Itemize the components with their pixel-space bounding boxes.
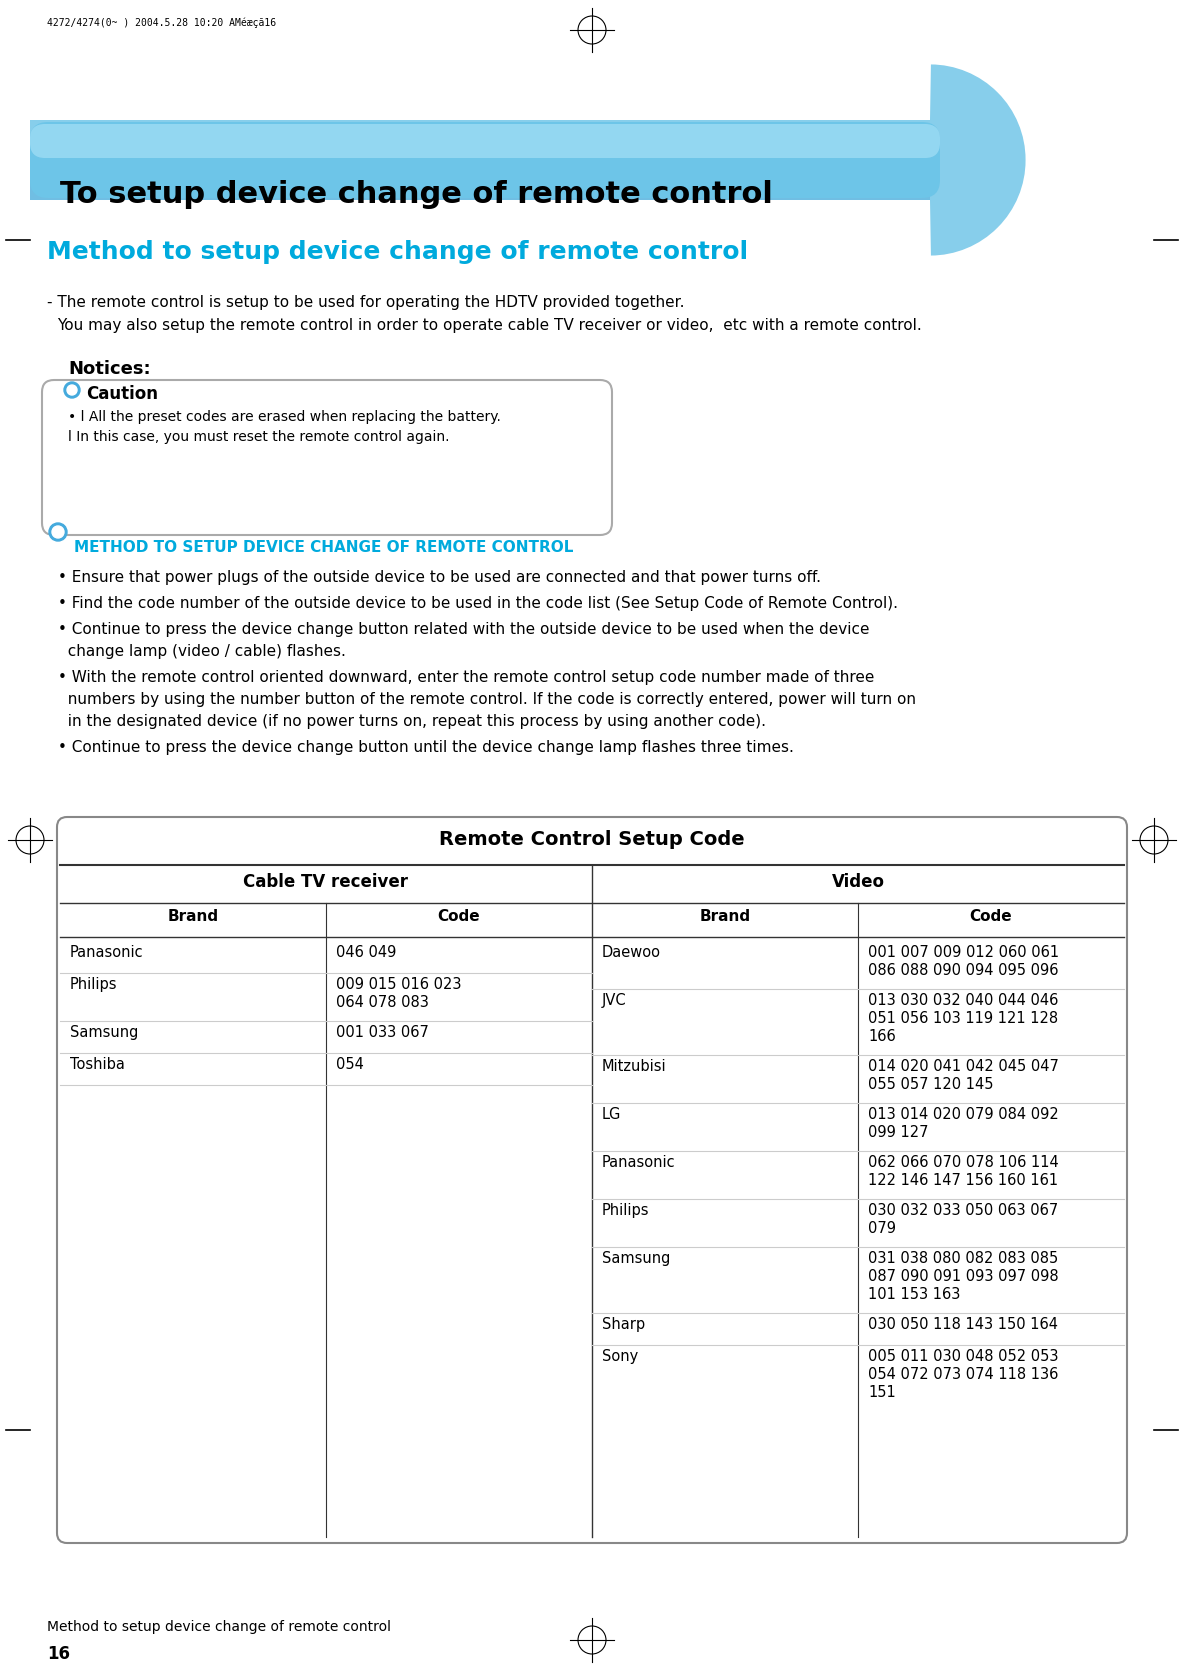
Text: 122 146 147 156 160 161: 122 146 147 156 160 161 [868, 1172, 1058, 1187]
Text: Panasonic: Panasonic [70, 945, 143, 960]
Bar [30, 160, 929, 200]
Text: Philips: Philips [601, 1202, 650, 1217]
Text: Brand: Brand [167, 908, 219, 924]
Text: 099 127: 099 127 [868, 1126, 928, 1141]
Text: Notices:: Notices: [67, 361, 150, 377]
Text: 001 033 067: 001 033 067 [336, 1025, 429, 1040]
Text: Samsung: Samsung [70, 1025, 139, 1040]
Text: 013 030 032 040 044 046: 013 030 032 040 044 046 [868, 994, 1058, 1009]
Text: • With the remote control oriented downward, enter the remote control setup code: • With the remote control oriented downw… [58, 670, 874, 685]
Text: 166: 166 [868, 1029, 896, 1044]
Text: in the designated device (if no power turns on, repeat this process by using ano: in the designated device (if no power tu… [58, 715, 766, 730]
Text: Samsung: Samsung [601, 1251, 670, 1266]
Text: 079: 079 [868, 1221, 896, 1236]
Text: l In this case, you must reset the remote control again.: l In this case, you must reset the remot… [67, 429, 450, 444]
Text: 005 011 030 048 052 053: 005 011 030 048 052 053 [868, 1349, 1058, 1364]
Text: Method to setup device change of remote control: Method to setup device change of remote … [47, 1620, 391, 1633]
Text: Daewoo: Daewoo [601, 945, 661, 960]
Text: 16: 16 [47, 1645, 70, 1663]
Text: Sony: Sony [601, 1349, 638, 1364]
Text: Panasonic: Panasonic [601, 1156, 676, 1171]
Text: Caution: Caution [86, 386, 157, 402]
Text: 030 050 118 143 150 164: 030 050 118 143 150 164 [868, 1318, 1058, 1333]
Text: 054 072 073 074 118 136: 054 072 073 074 118 136 [868, 1368, 1058, 1383]
Text: JVC: JVC [601, 994, 626, 1009]
Text: 051 056 103 119 121 128: 051 056 103 119 121 128 [868, 1010, 1058, 1025]
Text: 4272/4274(0~ ) 2004.5.28 10:20 AMéæçã16: 4272/4274(0~ ) 2004.5.28 10:20 AMéæçã16 [47, 18, 276, 28]
Text: change lamp (video / cable) flashes.: change lamp (video / cable) flashes. [58, 645, 346, 660]
Text: 001 007 009 012 060 061: 001 007 009 012 060 061 [868, 945, 1060, 960]
Circle shape [67, 386, 77, 396]
FancyBboxPatch shape [57, 817, 1127, 1543]
Text: - The remote control is setup to be used for operating the HDTV provided togethe: - The remote control is setup to be used… [47, 296, 684, 311]
Text: 009 015 016 023: 009 015 016 023 [336, 977, 462, 992]
Text: • Find the code number of the outside device to be used in the code list (See Se: • Find the code number of the outside de… [58, 596, 897, 611]
Text: 101 153 163: 101 153 163 [868, 1288, 960, 1303]
Text: LG: LG [601, 1107, 622, 1122]
Text: Method to setup device change of remote control: Method to setup device change of remote … [47, 240, 748, 264]
Text: Video: Video [831, 873, 884, 892]
Text: You may also setup the remote control in order to operate cable TV receiver or v: You may also setup the remote control in… [57, 317, 922, 332]
Text: 054: 054 [336, 1057, 363, 1072]
Text: Mitzubisi: Mitzubisi [601, 1059, 667, 1074]
Text: Code: Code [970, 908, 1012, 924]
Text: 055 057 120 145: 055 057 120 145 [868, 1077, 993, 1092]
Circle shape [52, 526, 64, 538]
Text: 030 032 033 050 063 067: 030 032 033 050 063 067 [868, 1202, 1058, 1217]
Text: Remote Control Setup Code: Remote Control Setup Code [439, 830, 745, 848]
Text: Brand: Brand [700, 908, 751, 924]
Text: 013 014 020 079 084 092: 013 014 020 079 084 092 [868, 1107, 1058, 1122]
FancyBboxPatch shape [30, 122, 940, 199]
FancyBboxPatch shape [30, 124, 940, 159]
Text: 064 078 083: 064 078 083 [336, 995, 429, 1010]
Text: Toshiba: Toshiba [70, 1057, 124, 1072]
Text: 151: 151 [868, 1384, 896, 1399]
FancyBboxPatch shape [41, 381, 612, 534]
Text: Sharp: Sharp [601, 1318, 645, 1333]
Text: 087 090 091 093 097 098: 087 090 091 093 097 098 [868, 1269, 1058, 1284]
Text: 086 088 090 094 095 096: 086 088 090 094 095 096 [868, 964, 1058, 979]
Text: To setup device change of remote control: To setup device change of remote control [60, 180, 773, 209]
Text: 046 049: 046 049 [336, 945, 397, 960]
Text: 014 020 041 042 045 047: 014 020 041 042 045 047 [868, 1059, 1058, 1074]
Text: 031 038 080 082 083 085: 031 038 080 082 083 085 [868, 1251, 1058, 1266]
Text: 062 066 070 078 106 114: 062 066 070 078 106 114 [868, 1156, 1058, 1171]
Text: Philips: Philips [70, 977, 117, 992]
Text: • Continue to press the device change button until the device change lamp flashe: • Continue to press the device change bu… [58, 740, 794, 755]
Text: METHOD TO SETUP DEVICE CHANGE OF REMOTE CONTROL: METHOD TO SETUP DEVICE CHANGE OF REMOTE … [73, 539, 573, 554]
Circle shape [64, 382, 81, 397]
Text: Cable TV receiver: Cable TV receiver [244, 873, 408, 892]
Text: Code: Code [438, 908, 481, 924]
Text: • l All the preset codes are erased when replacing the battery.: • l All the preset codes are erased when… [67, 411, 501, 424]
Text: • Continue to press the device change button related with the outside device to : • Continue to press the device change bu… [58, 621, 869, 636]
Text: • Ensure that power plugs of the outside device to be used are connected and tha: • Ensure that power plugs of the outside… [58, 569, 821, 584]
Text: numbers by using the number button of the remote control. If the code is correct: numbers by using the number button of th… [58, 691, 916, 706]
Bar [30, 120, 929, 200]
Circle shape [49, 523, 67, 541]
